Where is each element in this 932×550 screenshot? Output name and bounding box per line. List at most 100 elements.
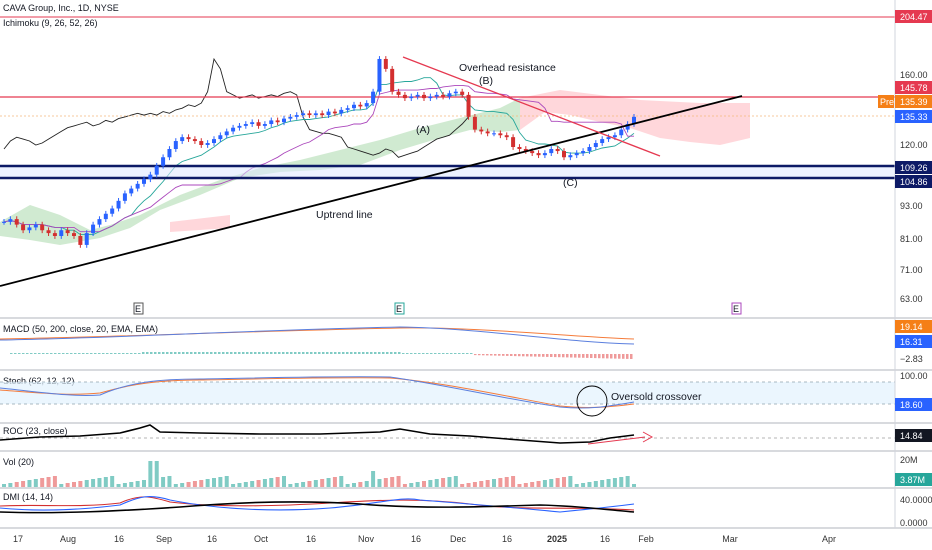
macd-histogram-bar [138,353,141,354]
macd-histogram-bar [510,354,513,356]
indicator-ichimoku-label[interactable]: Ichimoku (9, 26, 52, 26) [3,18,98,28]
macd-histogram-bar [322,352,325,354]
macd-histogram-bar [446,353,449,354]
overhead-resistance-line [402,56,661,157]
candle-body [428,96,433,99]
stoch-k-line [0,376,635,409]
macd-histogram-bar [450,353,453,354]
macd-value-macd: 16.31 [900,337,923,347]
candle-body [110,208,115,214]
volume-bar [46,477,51,487]
candle-body [40,224,45,231]
macd-histogram-bar [234,352,237,354]
macd-histogram-bar [378,352,381,354]
candle-body [472,116,477,130]
volume-bar [103,477,108,487]
macd-histogram-bar [230,352,233,354]
macd-histogram-bar [350,352,353,354]
macd-histogram-bar [18,353,21,354]
symbol-header[interactable]: CAVA Group, Inc., 1D, NYSE [3,3,119,13]
macd-histogram-bar [390,352,393,354]
volume-bar [250,481,255,487]
annotation-wave-b: (B) [479,75,493,87]
price-tag-premarket-bg [895,95,932,108]
uptrend-line [0,95,743,287]
macd-histogram-bar [474,354,477,356]
volume-bar [555,478,560,487]
volume-bar [339,476,344,487]
volume-bar [600,480,605,487]
candle-body [180,137,185,142]
candle-body [21,224,26,231]
macd-histogram-bar [306,352,309,354]
stoch-axis-top: 100.00 [900,371,928,381]
macd-histogram-bar [462,353,465,354]
macd-histogram-bar [26,353,29,354]
macd-histogram-bar [286,352,289,354]
candle-body [492,133,496,135]
candle-body [282,118,286,123]
dmi-axis-bottom: 0.0000 [900,518,928,528]
macd-histogram-bar [186,352,189,354]
volume-bar [288,484,293,487]
candle-body [161,157,166,166]
macd-histogram-bar [98,353,101,354]
macd-histogram-bar [42,353,45,354]
earnings-marker-label: E [733,304,739,314]
candle-body [371,91,376,104]
price-tag-high-line-bg [895,10,932,23]
annotation-uptrend-line: Uptrend line [316,209,373,221]
volume-bar [192,481,197,487]
candle-body [262,124,267,126]
candle-body [612,135,617,138]
candle-body [409,96,414,99]
macd-histogram-bar [406,353,409,354]
volume-bar [275,477,280,487]
price-tag-last: 135.33 [900,112,928,122]
macd-histogram-bar [426,353,429,354]
macd-histogram-bar [550,354,553,357]
roc-arrow-head [642,431,654,443]
volume-bar [78,481,83,487]
time-axis-label: Mar [722,534,738,544]
macd-histogram-bar [10,353,13,354]
macd-histogram-bar [526,354,529,357]
price-axis-tick: 63.00 [900,294,923,304]
volume-bar [574,484,579,487]
macd-histogram-bar [210,352,213,354]
macd-histogram-bar [254,352,257,354]
earnings-marker[interactable] [394,302,405,315]
stoch-band [0,382,895,404]
dmi-axis-top: 40.0000 [900,495,932,505]
macd-histogram-bar [458,353,461,354]
macd-histogram-bar [402,353,405,354]
volume-bar [326,478,331,487]
volume-bar [390,477,395,487]
macd-histogram-bar [414,353,417,354]
time-axis-label: 16 [114,534,124,544]
volume-bar [345,484,350,487]
candle-body [103,213,108,220]
candle-body [511,137,516,147]
volume-bar [173,484,178,487]
ichimoku-cloud-bearish [170,90,750,232]
volume-bar [218,477,223,487]
volume-bar [606,479,611,487]
price-pane [0,16,895,248]
volume-bar [91,479,96,487]
macd-histogram-bar [226,352,229,354]
price-tag-support-top: 109.26 [900,163,928,173]
candle-body [65,230,70,234]
volume-bar [180,483,185,487]
macd-histogram-bar [542,354,545,357]
volume-bar [148,461,153,487]
time-axis-label: Oct [254,534,269,544]
earnings-marker[interactable] [731,302,742,315]
volume-bar [224,476,229,487]
candle-body [78,236,83,245]
earnings-marker[interactable] [133,302,144,315]
macd-histogram-bar [490,354,493,356]
volume-bar [472,482,477,487]
time-axis-label: 16 [411,534,421,544]
time-axis-label: Dec [450,534,467,544]
